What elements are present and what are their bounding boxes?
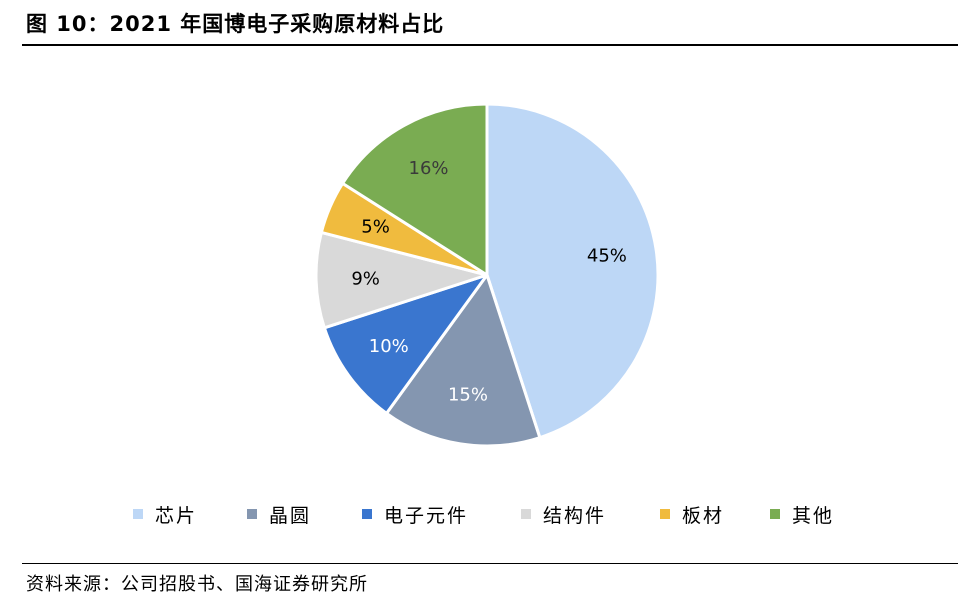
legend-label: 板材 bbox=[682, 504, 725, 527]
pie-slice-3 bbox=[322, 273, 489, 415]
legend-swatch bbox=[660, 509, 670, 519]
legend-swatch bbox=[362, 509, 372, 519]
legend-item-5: 板材 bbox=[660, 499, 724, 529]
legend-swatch bbox=[133, 509, 143, 519]
legend-label: 结构件 bbox=[543, 504, 607, 527]
pie-slice-1 bbox=[485, 102, 660, 440]
legend-swatch bbox=[770, 509, 780, 519]
legend-swatch bbox=[247, 509, 257, 519]
source-divider bbox=[22, 563, 958, 564]
legend-label: 芯片 bbox=[155, 504, 198, 527]
data-label-4: 9% bbox=[351, 268, 380, 289]
legend-label: 其他 bbox=[792, 504, 835, 527]
pie-slice-2 bbox=[384, 273, 542, 448]
chart-legend: 芯片 晶圆 电子元件 结构件 板材 其他 bbox=[0, 499, 980, 529]
legend-label: 晶圆 bbox=[269, 504, 312, 527]
data-label-3: 10% bbox=[369, 336, 409, 357]
data-label-5: 5% bbox=[361, 216, 390, 237]
pie-slices bbox=[314, 102, 660, 448]
chart-title: 图 10：2021 年国博电子采购原材料占比 bbox=[26, 12, 445, 36]
legend-item-3: 电子元件 bbox=[362, 499, 468, 529]
pie-labels: 45% 15% 10% 9% 5% 16% bbox=[351, 158, 627, 405]
pie-chart: 45% 15% 10% 9% 5% 16% bbox=[314, 102, 660, 448]
data-label-1: 45% bbox=[587, 246, 627, 267]
source-note: 资料来源：公司招股书、国海证券研究所 bbox=[26, 574, 368, 595]
legend-swatch bbox=[521, 509, 531, 519]
data-label-6: 16% bbox=[409, 158, 449, 179]
title-divider bbox=[22, 44, 958, 46]
data-label-2: 15% bbox=[448, 384, 488, 405]
legend-item-4: 结构件 bbox=[521, 499, 606, 529]
legend-item-1: 芯片 bbox=[133, 499, 197, 529]
legend-label: 电子元件 bbox=[384, 504, 469, 527]
pie-slice-4 bbox=[314, 230, 489, 330]
legend-item-2: 晶圆 bbox=[247, 499, 311, 529]
pie-slice-6 bbox=[341, 102, 489, 277]
legend-item-6: 其他 bbox=[770, 499, 834, 529]
